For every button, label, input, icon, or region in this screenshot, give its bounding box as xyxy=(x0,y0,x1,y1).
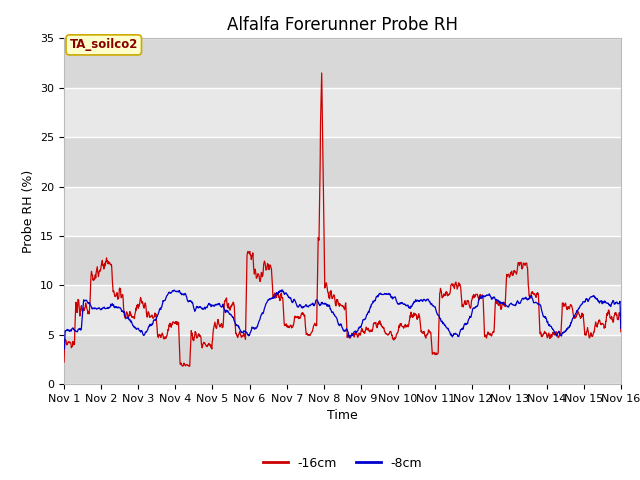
Title: Alfalfa Forerunner Probe RH: Alfalfa Forerunner Probe RH xyxy=(227,16,458,34)
Bar xyxy=(64,236,621,285)
Text: TA_soilco2: TA_soilco2 xyxy=(70,38,138,51)
Bar xyxy=(64,137,621,187)
X-axis label: Time: Time xyxy=(327,409,358,422)
Y-axis label: Probe RH (%): Probe RH (%) xyxy=(22,169,35,253)
Bar xyxy=(64,335,621,384)
Bar xyxy=(64,38,621,88)
Legend: -16cm, -8cm: -16cm, -8cm xyxy=(257,452,428,475)
